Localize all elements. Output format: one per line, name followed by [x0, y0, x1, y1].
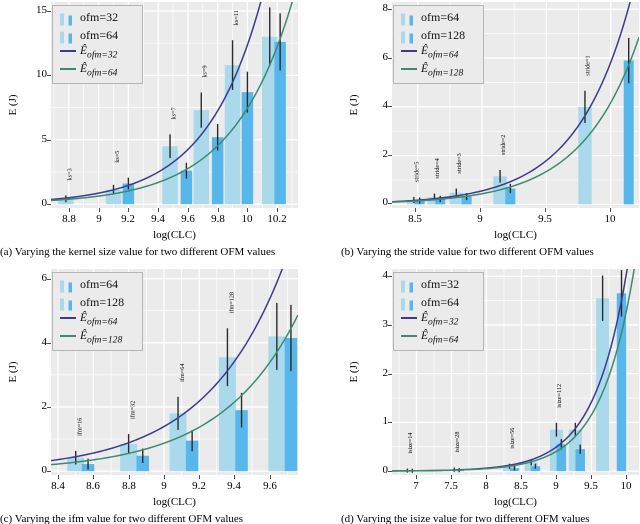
svg-text:ifm=16: ifm=16 — [77, 418, 84, 436]
svg-text:ks=5: ks=5 — [114, 151, 121, 163]
svg-text:isize=14: isize=14 — [407, 433, 414, 454]
svg-text:ks=9: ks=9 — [202, 65, 209, 77]
svg-text:stride=1: stride=1 — [585, 55, 592, 75]
svg-text:ifm=64: ifm=64 — [179, 364, 186, 382]
svg-text:ifm=128: ifm=128 — [228, 292, 235, 313]
svg-text:ks=3: ks=3 — [66, 168, 73, 180]
svg-text:ks=11: ks=11 — [233, 10, 240, 25]
svg-text:isize=28: isize=28 — [454, 431, 461, 452]
svg-text:ifm=32: ifm=32 — [130, 401, 137, 419]
svg-text:stride=3: stride=3 — [456, 153, 463, 173]
svg-text:stride=4: stride=4 — [434, 158, 441, 178]
svg-text:isize=56: isize=56 — [509, 428, 516, 449]
svg-text:stride=5: stride=5 — [414, 162, 421, 182]
svg-text:stride=2: stride=2 — [500, 135, 507, 155]
svg-text:ks=7: ks=7 — [170, 107, 177, 119]
svg-text:isize=112: isize=112 — [556, 384, 563, 408]
